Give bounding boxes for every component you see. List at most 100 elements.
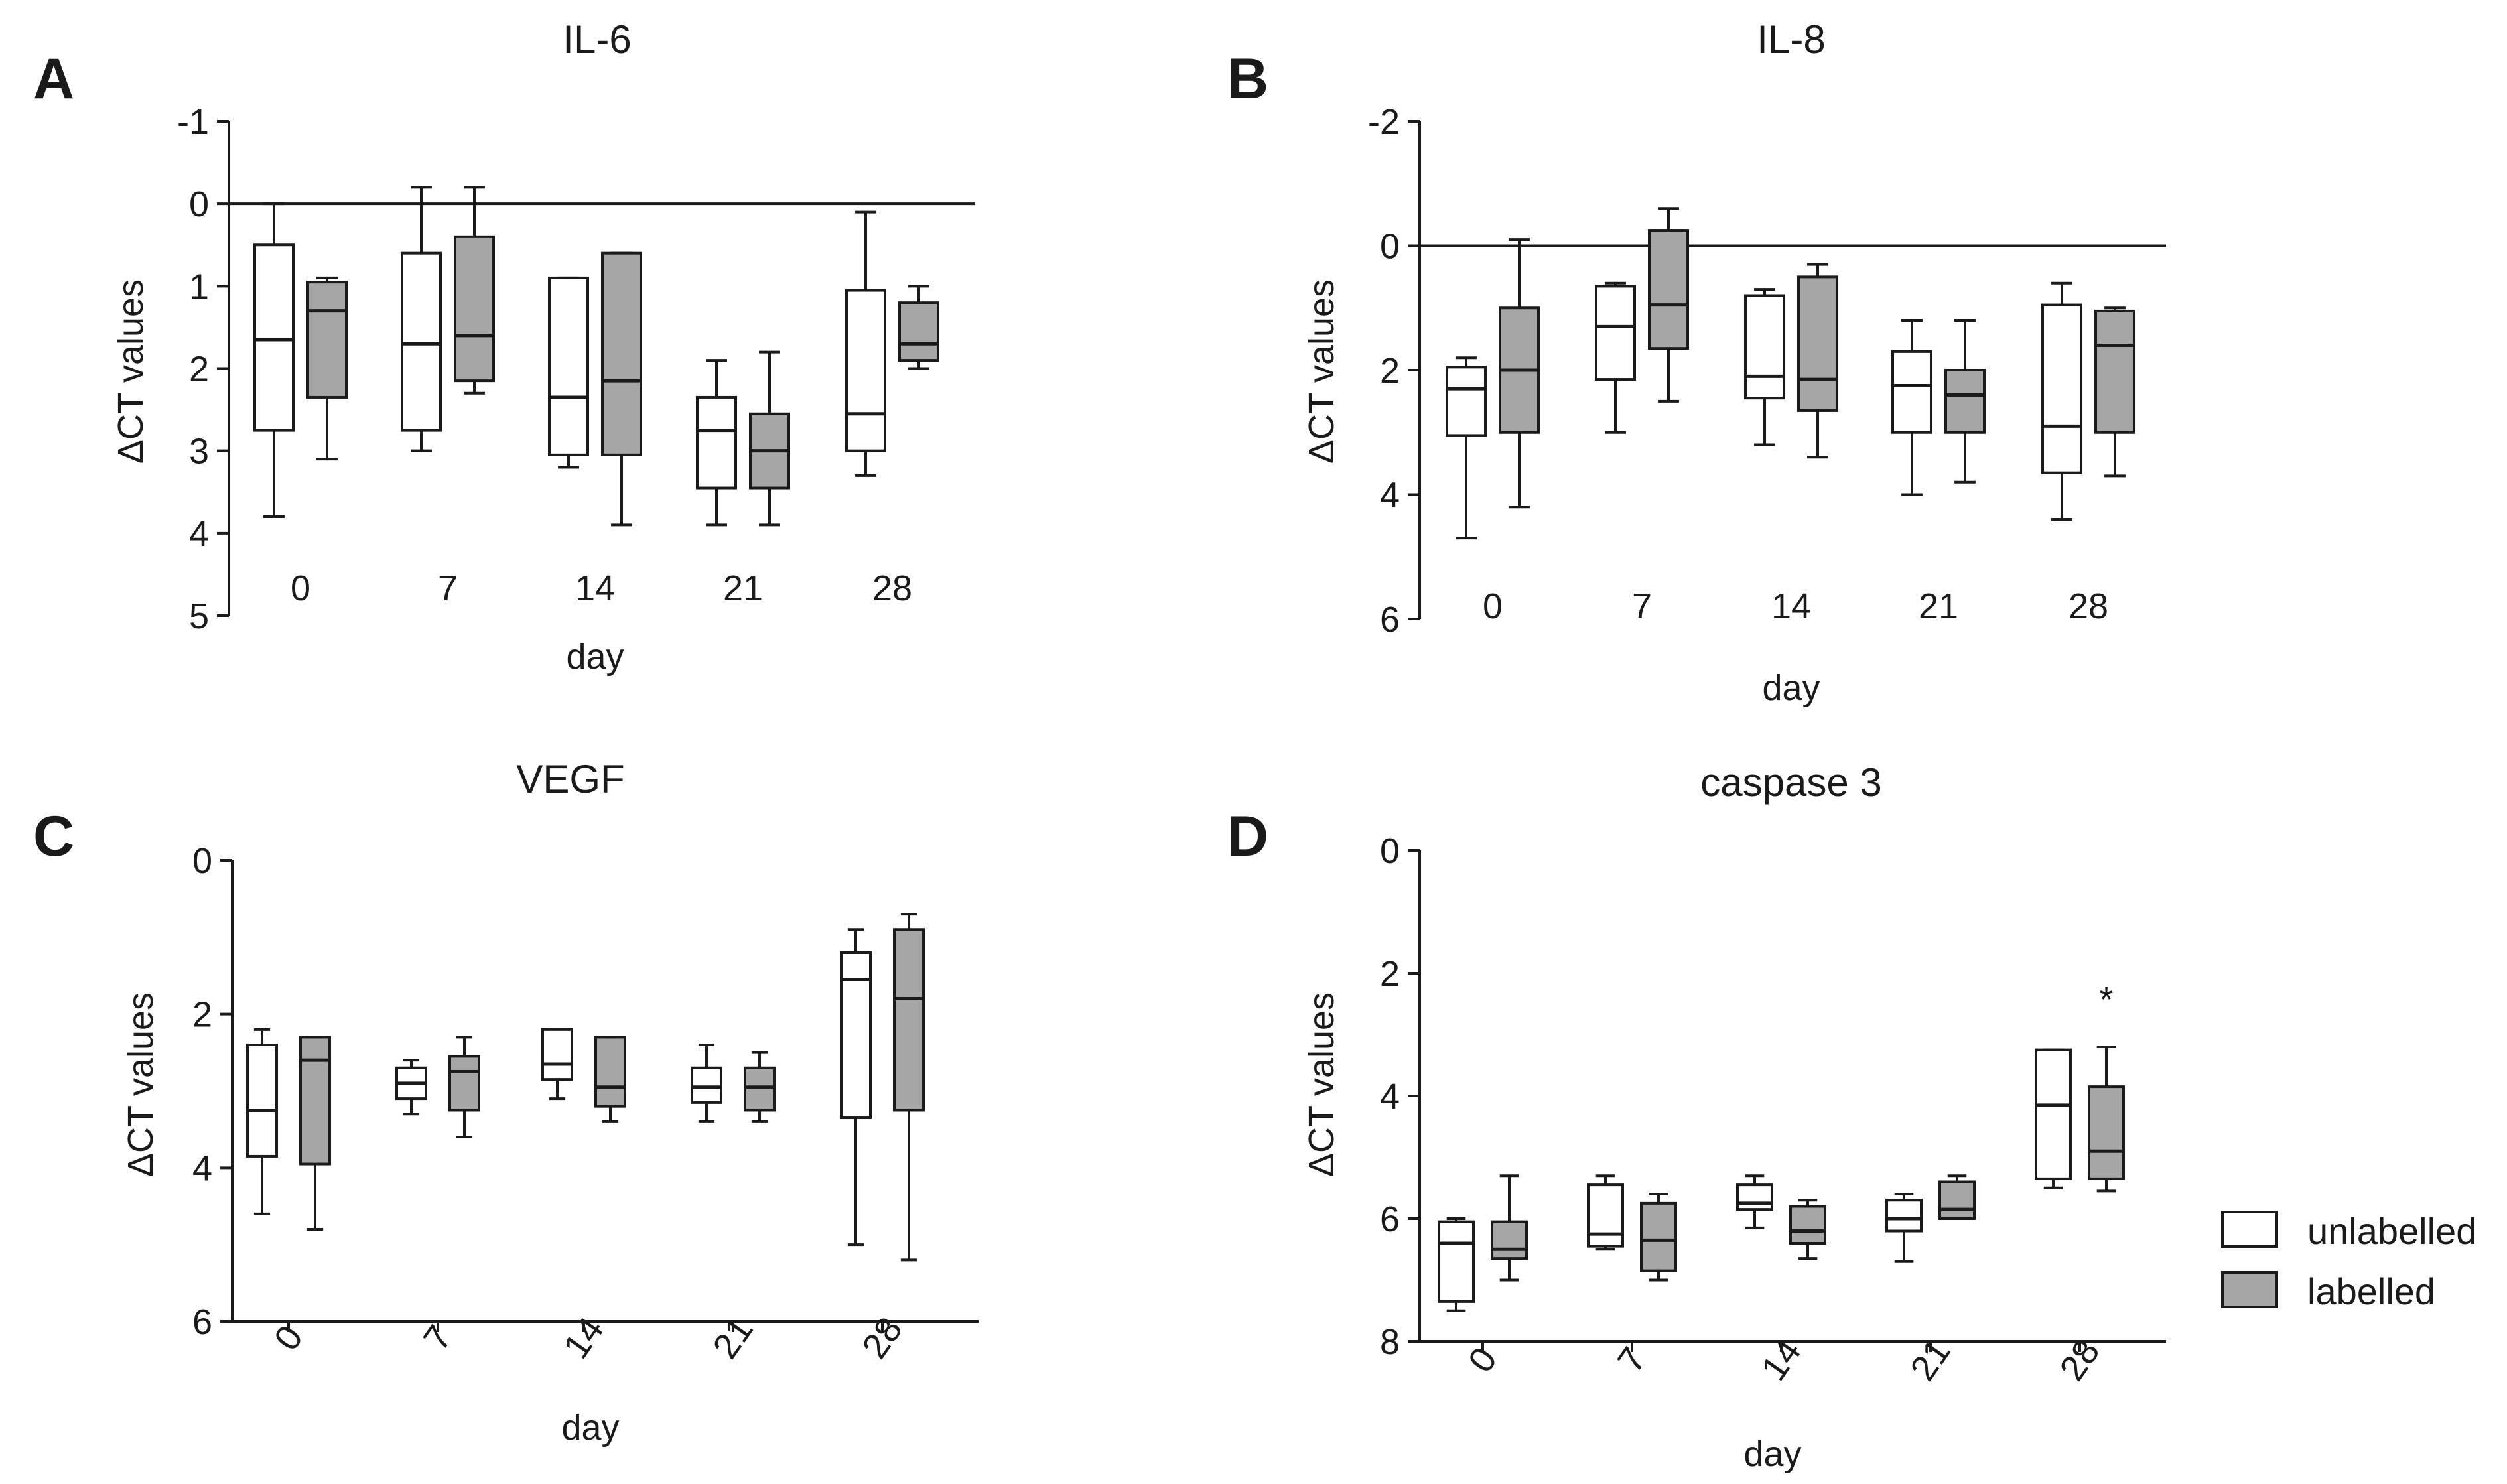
box-body bbox=[898, 301, 939, 362]
x-tick-label: 0 bbox=[291, 569, 310, 608]
box-unlabelled-day-0 bbox=[253, 202, 295, 518]
box-labelled-day-0 bbox=[1499, 238, 1540, 509]
legend-swatch-labelled bbox=[2221, 1271, 2278, 1308]
box-unlabelled-day-0 bbox=[246, 1028, 278, 1215]
box-body bbox=[893, 928, 925, 1112]
box-body bbox=[1938, 1180, 1976, 1220]
box-body bbox=[454, 235, 495, 383]
box-unlabelled-day-28 bbox=[2035, 1048, 2072, 1189]
legend-swatch-unlabelled bbox=[2221, 1211, 2278, 1248]
box-labelled-day-28 bbox=[2088, 1046, 2125, 1193]
box-labelled-day-7 bbox=[1648, 207, 1689, 403]
x-tick-label: 14 bbox=[556, 1310, 612, 1366]
box-unlabelled-day-14 bbox=[1736, 1174, 1773, 1229]
y-tick-label: 2 bbox=[1380, 954, 1400, 994]
y-tick-label: -2 bbox=[1368, 102, 1400, 142]
y-tick-label: 0 bbox=[189, 184, 209, 224]
box-unlabelled-day-7 bbox=[1587, 1174, 1624, 1251]
box-body bbox=[448, 1055, 480, 1112]
box-body bbox=[594, 1036, 626, 1108]
box-body bbox=[541, 1028, 573, 1081]
box-unlabelled-day-7 bbox=[401, 186, 442, 452]
box-body bbox=[2035, 1048, 2072, 1180]
box-unlabelled-day-21 bbox=[1891, 319, 1932, 496]
x-tick-label: 14 bbox=[575, 569, 615, 608]
box-body bbox=[601, 251, 642, 456]
x-tick-label: 0 bbox=[1483, 586, 1503, 626]
legend-item-unlabelled: unlabelled bbox=[2221, 1210, 2476, 1252]
box-labelled-day-28 bbox=[898, 285, 939, 370]
y-tick-label: 0 bbox=[1380, 831, 1400, 871]
box-labelled-day-14 bbox=[594, 1036, 626, 1123]
y-tick-label: 4 bbox=[1380, 1077, 1400, 1116]
y-tick-label: 0 bbox=[1380, 227, 1400, 267]
box-body bbox=[1736, 1183, 1773, 1211]
box-body bbox=[1885, 1199, 1923, 1233]
box-body bbox=[299, 1036, 331, 1166]
box-unlabelled-day-0 bbox=[1446, 356, 1487, 540]
x-tick-label: 21 bbox=[1919, 586, 1958, 626]
y-axis-label: ΔCT values bbox=[1302, 279, 1341, 464]
box-labelled-day-14 bbox=[1789, 1199, 1826, 1260]
box-body bbox=[1789, 1205, 1826, 1245]
x-tick-label: 28 bbox=[872, 569, 912, 608]
y-tick-label: 3 bbox=[189, 432, 209, 472]
significance-annotation: * bbox=[2099, 980, 2113, 1020]
box-unlabelled-day-0 bbox=[1438, 1217, 1475, 1312]
y-axis-label: ΔCT values bbox=[1302, 992, 1341, 1177]
box-body bbox=[1891, 350, 1932, 434]
y-tick-label: 2 bbox=[1380, 351, 1400, 391]
box-body bbox=[1744, 294, 1785, 400]
x-tick-label: 7 bbox=[438, 569, 458, 608]
panel-letter: D bbox=[1227, 805, 1268, 868]
y-tick-label: 1 bbox=[189, 267, 209, 306]
box-unlabelled-day-21 bbox=[696, 359, 737, 527]
box-body bbox=[1648, 229, 1689, 350]
box-body bbox=[1640, 1201, 1677, 1272]
y-axis-label: ΔCT values bbox=[111, 279, 151, 464]
y-tick-label: 6 bbox=[192, 1302, 212, 1342]
box-unlabelled-day-7 bbox=[1595, 281, 1636, 434]
box-body bbox=[691, 1066, 722, 1104]
box-body bbox=[744, 1066, 776, 1112]
box-labelled-day-21 bbox=[1938, 1174, 1976, 1220]
box-body bbox=[1491, 1220, 1528, 1260]
x-axis-label: day bbox=[1743, 1434, 1801, 1474]
box-body bbox=[1587, 1183, 1624, 1248]
box-labelled-day-14 bbox=[601, 251, 642, 527]
panel-a: A IL-6 ΔCT values day -1 0 1 2 3 4 5 0 7 14 21 28 bbox=[33, 17, 975, 677]
chart-title: IL-6 bbox=[563, 17, 631, 62]
plot-area: -1 0 1 2 3 4 5 0 7 14 21 28 bbox=[177, 102, 975, 636]
box-unlabelled-day-14 bbox=[1744, 288, 1785, 446]
panel-letter: C bbox=[33, 805, 74, 868]
chart-title: IL-8 bbox=[1757, 17, 1825, 62]
box-labelled-day-0 bbox=[306, 276, 348, 461]
x-tick-label: 28 bbox=[2068, 586, 2108, 626]
x-tick-label: 14 bbox=[1771, 586, 1811, 626]
y-tick-label: 0 bbox=[192, 841, 212, 881]
y-tick-label: 4 bbox=[1380, 476, 1400, 515]
box-unlabelled-day-28 bbox=[845, 210, 886, 477]
x-tick-label: 7 bbox=[1632, 586, 1652, 626]
legend: unlabelled labelled bbox=[2221, 1210, 2476, 1312]
box-body bbox=[845, 289, 886, 452]
box-labelled-day-21 bbox=[744, 1051, 776, 1123]
box-labelled-day-28 bbox=[893, 913, 925, 1262]
y-tick-label: 6 bbox=[1380, 600, 1400, 640]
box-labelled-day-7 bbox=[1640, 1193, 1677, 1282]
legend-label: unlabelled bbox=[2307, 1210, 2476, 1252]
y-tick-label: 5 bbox=[189, 596, 209, 636]
box-body bbox=[401, 251, 442, 432]
x-tick-label: 21 bbox=[723, 569, 763, 608]
plot-area: -2 0 2 4 6 0 7 14 21 28 bbox=[1368, 102, 2166, 640]
box-labelled-day-14 bbox=[1797, 263, 1838, 459]
box-body bbox=[1595, 285, 1636, 381]
y-tick-label: 2 bbox=[192, 995, 212, 1035]
legend-item-labelled: labelled bbox=[2221, 1270, 2435, 1312]
box-body bbox=[306, 281, 348, 399]
y-tick-label: -1 bbox=[177, 102, 209, 142]
